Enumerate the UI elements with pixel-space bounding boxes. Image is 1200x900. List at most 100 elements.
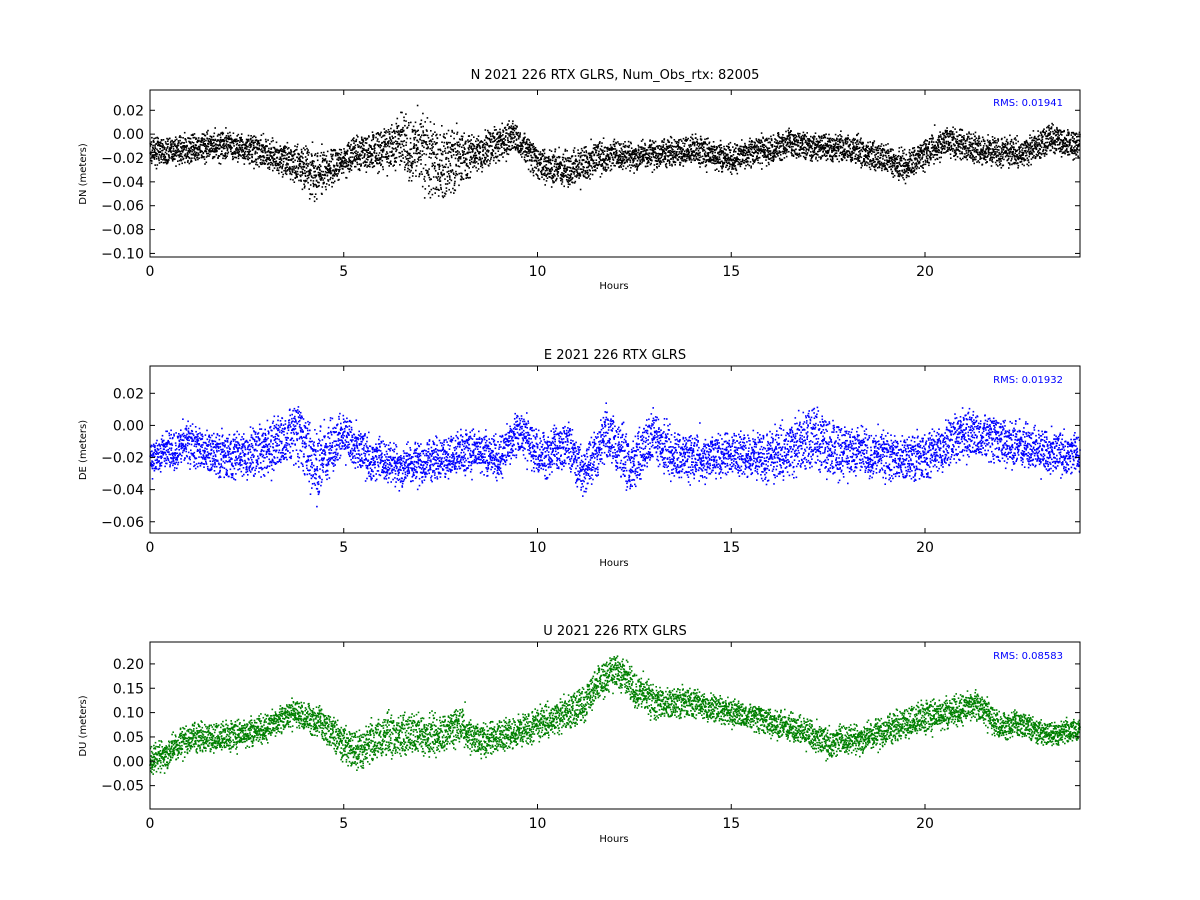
data-point bbox=[727, 154, 729, 156]
data-point bbox=[426, 154, 428, 156]
data-point bbox=[771, 140, 773, 142]
data-point bbox=[602, 163, 604, 165]
data-point bbox=[227, 148, 229, 150]
data-point bbox=[227, 153, 229, 155]
data-point bbox=[770, 150, 772, 152]
data-point bbox=[578, 166, 580, 168]
data-point bbox=[676, 143, 678, 145]
data-point bbox=[185, 149, 187, 151]
data-point bbox=[776, 151, 778, 153]
data-point bbox=[578, 177, 580, 179]
data-point bbox=[693, 158, 695, 160]
data-point bbox=[415, 132, 417, 134]
data-point bbox=[406, 138, 408, 140]
data-point bbox=[734, 157, 736, 159]
data-point bbox=[752, 163, 754, 165]
data-point bbox=[320, 173, 322, 175]
data-point bbox=[305, 172, 307, 174]
data-point bbox=[735, 147, 737, 149]
data-point bbox=[560, 162, 562, 164]
data-point bbox=[574, 147, 576, 149]
data-point bbox=[664, 155, 666, 157]
data-point bbox=[787, 142, 789, 144]
data-point bbox=[489, 160, 491, 162]
data-point bbox=[400, 147, 402, 149]
data-point bbox=[659, 145, 661, 147]
data-point bbox=[333, 182, 335, 184]
data-point bbox=[451, 130, 453, 132]
data-point bbox=[761, 149, 763, 151]
data-point bbox=[269, 159, 271, 161]
data-point bbox=[678, 159, 680, 161]
data-point bbox=[374, 147, 376, 149]
data-point bbox=[264, 148, 266, 150]
data-point bbox=[152, 145, 154, 147]
data-point bbox=[589, 165, 591, 167]
data-point bbox=[420, 159, 422, 161]
data-point bbox=[562, 179, 564, 181]
data-point bbox=[385, 154, 387, 156]
data-point bbox=[682, 142, 684, 144]
data-point bbox=[381, 154, 383, 156]
data-point bbox=[517, 147, 519, 149]
data-point bbox=[436, 142, 438, 144]
data-point bbox=[279, 158, 281, 160]
data-point bbox=[384, 128, 386, 130]
data-point bbox=[735, 165, 737, 167]
data-point bbox=[537, 165, 539, 167]
data-point bbox=[287, 142, 289, 144]
data-point bbox=[609, 158, 611, 160]
data-point bbox=[756, 145, 758, 147]
data-point bbox=[600, 160, 602, 162]
data-point bbox=[457, 132, 459, 134]
data-point bbox=[378, 146, 380, 148]
data-point bbox=[458, 173, 460, 175]
data-point bbox=[673, 151, 675, 153]
data-point bbox=[651, 144, 653, 146]
data-point bbox=[409, 153, 411, 155]
data-point bbox=[357, 164, 359, 166]
data-point bbox=[439, 168, 441, 170]
data-point bbox=[752, 141, 754, 143]
data-point bbox=[420, 156, 422, 158]
data-point bbox=[404, 161, 406, 163]
data-point bbox=[158, 142, 160, 144]
data-point bbox=[183, 142, 185, 144]
data-point bbox=[296, 149, 298, 151]
data-point bbox=[671, 165, 673, 167]
data-point bbox=[649, 149, 651, 151]
data-point bbox=[540, 151, 542, 153]
data-point bbox=[362, 152, 364, 154]
data-point bbox=[369, 166, 371, 168]
data-point bbox=[443, 197, 445, 199]
data-point bbox=[473, 162, 475, 164]
data-point bbox=[696, 148, 698, 150]
data-point bbox=[367, 159, 369, 161]
data-point bbox=[487, 159, 489, 161]
data-point bbox=[596, 150, 598, 152]
data-point bbox=[297, 173, 299, 175]
data-point bbox=[410, 138, 412, 140]
data-point bbox=[503, 141, 505, 143]
data-point bbox=[472, 167, 474, 169]
data-point bbox=[454, 148, 456, 150]
data-point bbox=[300, 176, 302, 178]
data-point bbox=[368, 136, 370, 138]
data-point bbox=[266, 146, 268, 148]
data-point bbox=[371, 140, 373, 142]
data-point bbox=[430, 157, 432, 159]
data-point bbox=[297, 144, 299, 146]
data-point bbox=[341, 172, 343, 174]
data-point bbox=[344, 155, 346, 157]
data-point bbox=[335, 155, 337, 157]
data-point bbox=[325, 189, 327, 191]
data-point bbox=[565, 149, 567, 151]
data-point bbox=[270, 147, 272, 149]
data-point bbox=[386, 151, 388, 153]
data-point bbox=[218, 163, 220, 165]
data-point bbox=[491, 145, 493, 147]
data-point bbox=[441, 125, 443, 127]
data-point bbox=[726, 165, 728, 167]
data-point bbox=[288, 159, 290, 161]
data-point bbox=[232, 156, 234, 158]
